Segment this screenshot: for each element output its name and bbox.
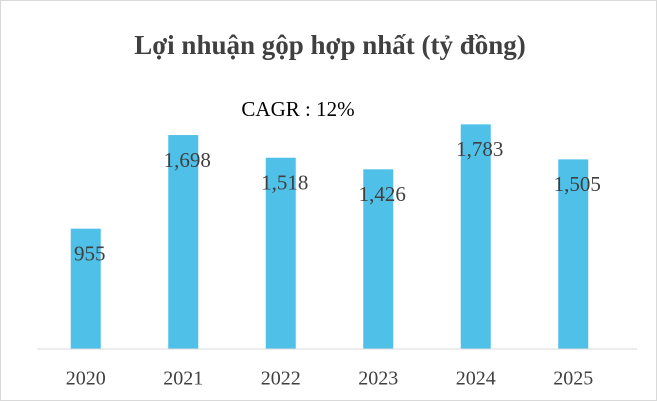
- bar: [70, 228, 101, 349]
- x-tick-label: 2025: [553, 368, 593, 390]
- bar: [558, 159, 589, 349]
- x-tick-label: 2022: [261, 368, 301, 390]
- value-label: 1,783: [456, 137, 503, 161]
- value-label: 955: [74, 241, 106, 265]
- bar: [168, 135, 199, 349]
- annotation: CAGR : 12%: [241, 97, 354, 121]
- chart-title: Lợi nhuận gộp hợp nhất (tỷ đồng): [134, 30, 526, 60]
- x-tick-label: 2020: [66, 368, 106, 390]
- x-tick-label: 2024: [456, 368, 496, 390]
- bar: [460, 124, 491, 349]
- x-tick-label: 2023: [358, 368, 398, 390]
- value-label: 1,426: [359, 182, 406, 206]
- bar: [363, 169, 394, 349]
- value-label: 1,505: [554, 172, 601, 196]
- value-label: 1,518: [261, 171, 308, 195]
- value-label: 1,698: [164, 148, 211, 172]
- x-tick-label: 2021: [163, 368, 203, 390]
- bar: [265, 157, 296, 349]
